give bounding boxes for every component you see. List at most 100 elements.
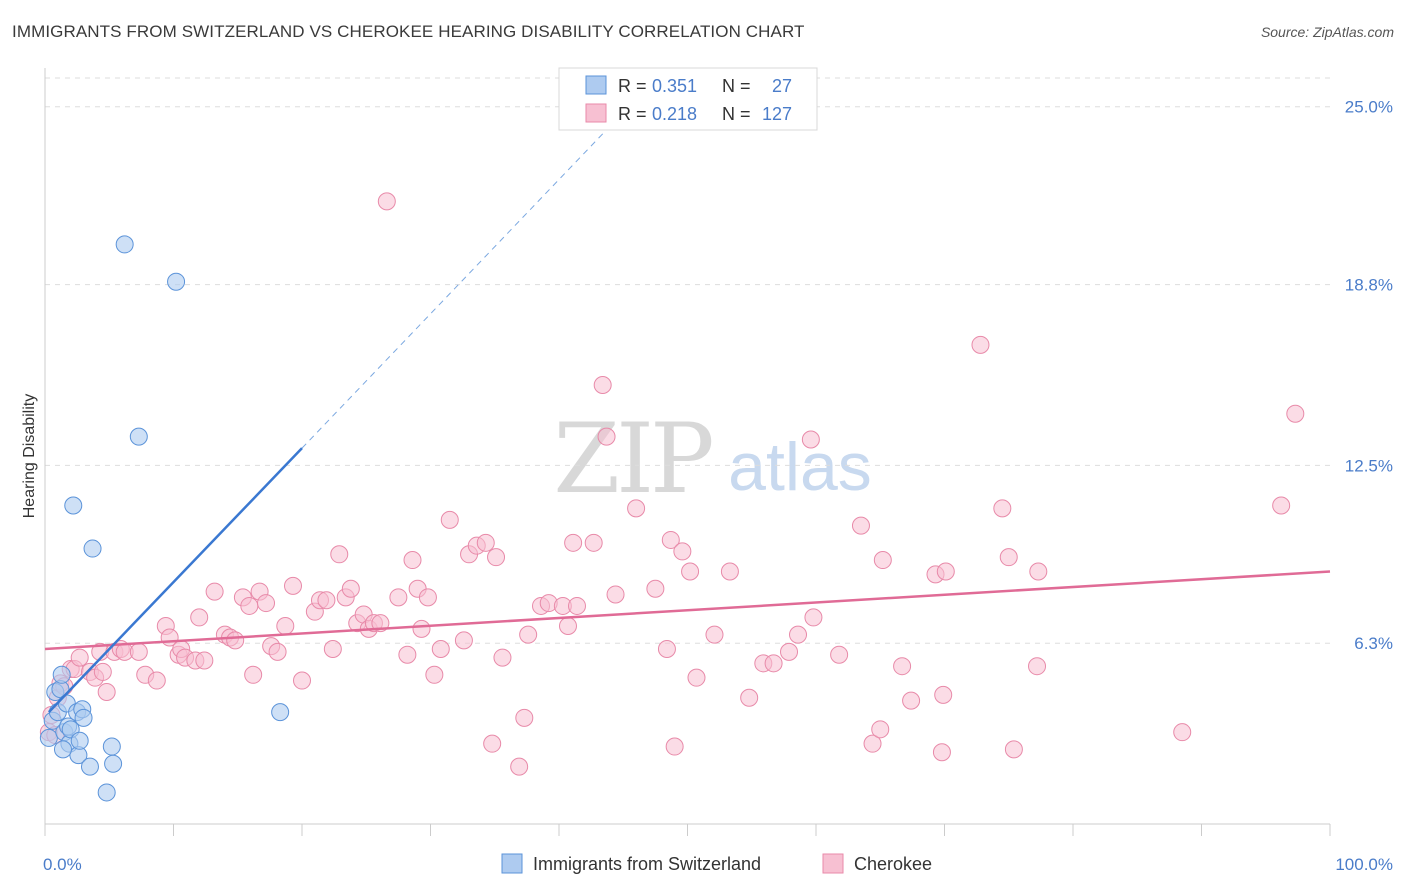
point-cherokee [705,625,724,644]
point-cherokee [780,642,799,661]
axes: 6.3% 12.5% 18.8% 25.0% 0.0% 100.0% [43,68,1393,874]
point-switzerland [115,235,134,254]
point-cherokee [93,662,112,681]
trend-line-switzerland [47,447,303,713]
point-switzerland [97,783,116,802]
point-cherokee [871,720,890,739]
point-cherokee [515,708,534,727]
point-cherokee [804,608,823,627]
point-switzerland [129,427,148,446]
legend-box: R = 0.351 N = 27 R = 0.218 N = 127 [558,67,818,131]
point-cherokee [519,625,538,644]
bottom-legend-swatch-pink [822,853,844,874]
point-cherokee [740,688,759,707]
point-cherokee [483,734,502,753]
point-switzerland [102,737,121,756]
point-cherokee [97,683,116,702]
trend-line-cherokee [44,570,1331,651]
point-cherokee [1028,657,1047,676]
point-cherokee [431,639,450,658]
point-cherokee [341,579,360,598]
legend-r-label-1: R = [618,76,647,96]
legend-n-label-1: N = [722,76,751,96]
bottom-legend-label-blue: Immigrants from Switzerland [533,854,761,874]
point-cherokee [558,617,577,636]
point-cherokee [789,625,808,644]
point-cherokee [276,617,295,636]
y-tick-label: 12.5% [1345,456,1393,475]
point-cherokee [764,654,783,673]
point-cherokee [830,645,849,664]
legend-n-label-2: N = [722,104,751,124]
point-cherokee [268,642,287,661]
point-cherokee [993,499,1012,518]
point-cherokee [190,608,209,627]
point-cherokee [593,376,612,395]
point-cherokee [330,545,349,564]
source-label: Source: ZipAtlas.com [1260,24,1394,40]
bottom-legend-label-pink: Cherokee [854,854,932,874]
point-cherokee [720,562,739,581]
point-switzerland [70,731,89,750]
point-cherokee [657,639,676,658]
point-cherokee [661,530,680,549]
point-switzerland [83,539,102,558]
point-cherokee [129,642,148,661]
point-cherokee [205,582,224,601]
point-switzerland [271,703,290,722]
point-switzerland [53,740,72,759]
point-cherokee [597,427,616,446]
point-cherokee [567,596,586,615]
point-cherokee [863,734,882,753]
point-switzerland [52,665,71,684]
chart-title: IMMIGRANTS FROM SWITZERLAND VS CHEROKEE … [12,22,805,41]
point-cherokee [377,192,396,211]
point-cherokee [999,548,1018,567]
legend-r-label-2: R = [618,104,647,124]
point-cherokee [403,551,422,570]
point-switzerland [167,272,186,291]
point-cherokee [284,576,303,595]
point-switzerland [80,757,99,776]
trend-lines [301,132,605,449]
point-cherokee [440,510,459,529]
point-cherokee [584,533,603,552]
point-cherokee [1286,404,1305,423]
point-cherokee [240,596,259,615]
point-cherokee [257,594,276,613]
point-switzerland [74,708,93,727]
legend-n-value-2: 127 [762,104,792,124]
bottom-legend: Immigrants from Switzerland Cherokee [501,853,932,874]
point-cherokee [681,562,700,581]
x-tick-label: 0.0% [43,855,82,874]
point-cherokee [418,588,437,607]
point-cherokee [801,430,820,449]
point-cherokee [932,743,951,762]
legend-r-value-2: 0.218 [652,104,697,124]
legend-swatch-pink [585,103,607,123]
point-cherokee [226,631,245,650]
watermark-atlas: atlas [728,429,872,505]
point-cherokee [293,671,311,690]
point-cherokee [147,671,166,690]
data-points [39,192,1331,802]
point-cherokee [893,657,912,676]
point-cherokee [317,591,336,610]
point-cherokee [873,551,892,570]
y-axis-title: Hearing Disability [21,394,38,519]
bottom-legend-swatch-blue [501,853,523,874]
point-cherokee [389,588,408,607]
y-tick-label: 25.0% [1345,98,1393,117]
point-cherokee [476,533,495,552]
point-cherokee [425,665,444,684]
point-cherokee [934,685,953,704]
point-cherokee [493,648,512,667]
point-cherokee [902,691,921,710]
point-cherokee [971,335,990,354]
point-cherokee [510,757,529,776]
point-cherokee [454,631,473,650]
point-cherokee [70,648,89,667]
point-cherokee [687,668,706,687]
point-cherokee [673,542,692,561]
